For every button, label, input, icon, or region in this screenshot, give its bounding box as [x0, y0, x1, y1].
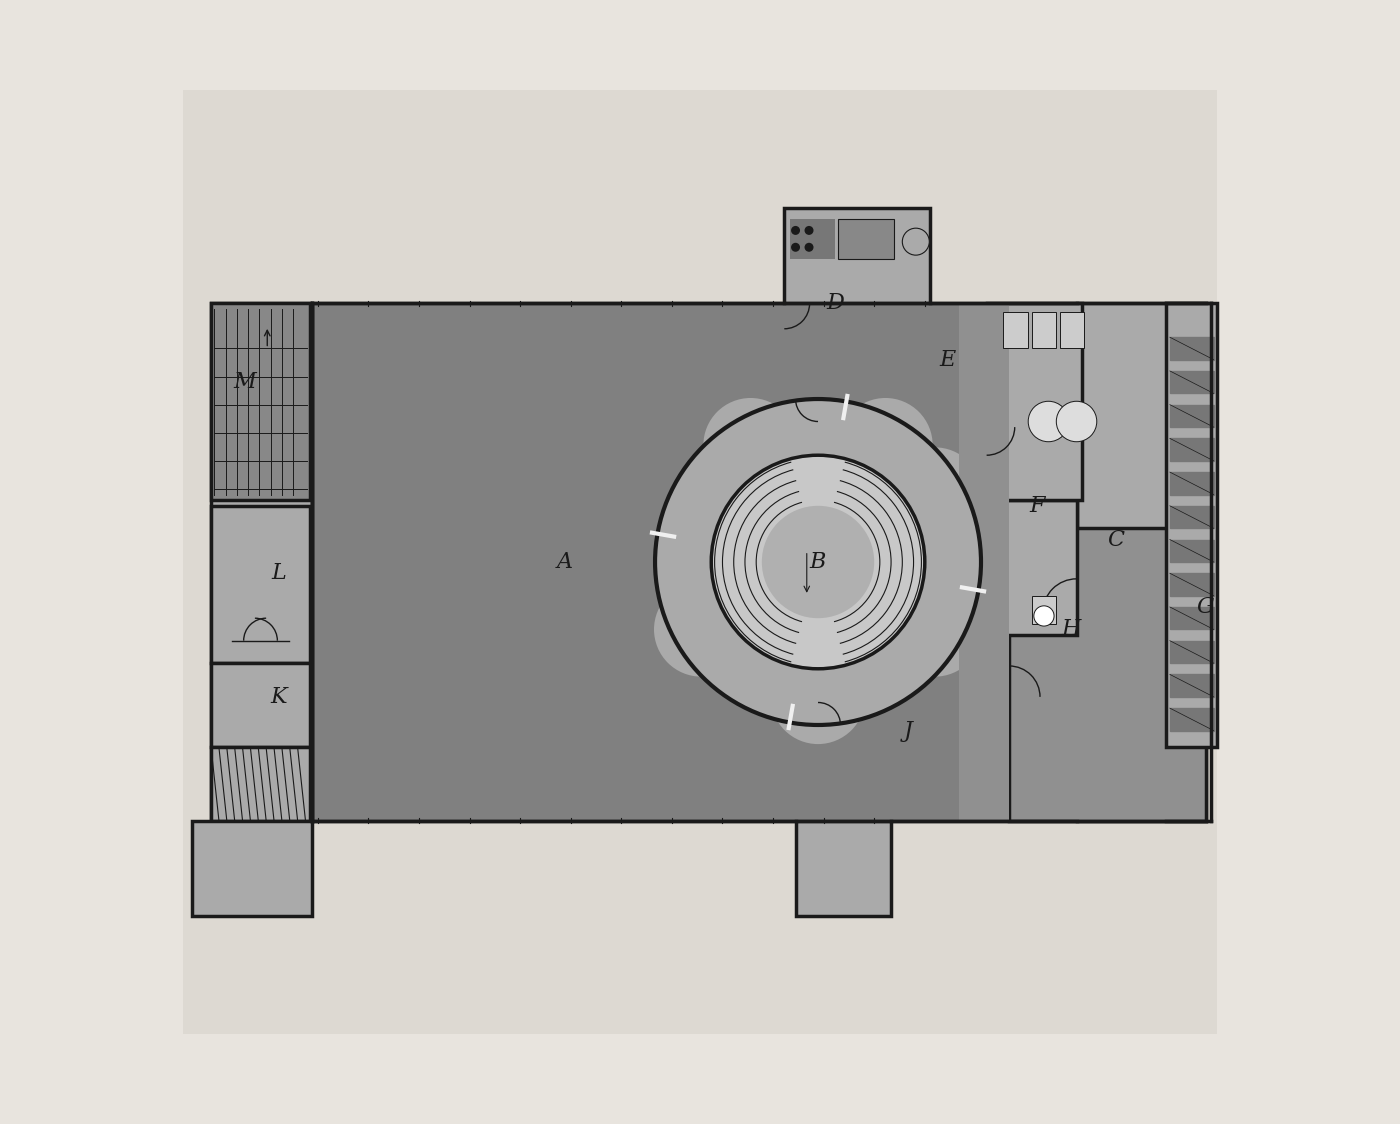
Bar — [211, 506, 309, 663]
Polygon shape — [1170, 573, 1214, 596]
Circle shape — [805, 243, 813, 252]
Bar — [211, 303, 309, 500]
Bar — [211, 303, 312, 821]
Bar — [784, 208, 931, 303]
Polygon shape — [1170, 506, 1214, 528]
Bar — [1060, 312, 1085, 348]
Bar — [1032, 596, 1057, 624]
Polygon shape — [1170, 607, 1214, 629]
Bar — [987, 500, 1077, 635]
Circle shape — [711, 455, 925, 669]
Circle shape — [1033, 606, 1054, 626]
Bar — [987, 303, 1082, 500]
Bar — [987, 500, 1077, 635]
Circle shape — [654, 582, 749, 677]
Bar — [1004, 312, 1028, 348]
Bar — [959, 303, 1009, 821]
Circle shape — [839, 398, 932, 492]
Bar — [987, 303, 1082, 500]
Bar — [211, 303, 309, 500]
Bar — [839, 219, 895, 259]
Bar — [312, 303, 1077, 821]
Text: J: J — [903, 719, 913, 742]
Text: B: B — [809, 551, 826, 573]
Circle shape — [771, 650, 865, 744]
Polygon shape — [1170, 641, 1214, 663]
Polygon shape — [1170, 540, 1214, 562]
Circle shape — [903, 228, 930, 255]
Circle shape — [888, 447, 981, 542]
Circle shape — [1028, 401, 1068, 442]
Circle shape — [703, 398, 798, 492]
Bar — [211, 663, 309, 747]
Circle shape — [888, 582, 981, 677]
Bar — [1032, 312, 1057, 348]
Text: M: M — [234, 371, 256, 393]
Bar — [1009, 528, 1205, 821]
Bar — [795, 821, 890, 916]
Circle shape — [1057, 401, 1096, 442]
Bar — [1032, 312, 1057, 348]
Polygon shape — [1170, 708, 1214, 731]
Bar — [192, 821, 312, 916]
Bar — [1060, 312, 1085, 348]
Bar — [790, 219, 834, 259]
Circle shape — [805, 226, 813, 235]
Bar — [183, 90, 1217, 1034]
Circle shape — [655, 399, 981, 725]
Bar — [784, 208, 931, 303]
Polygon shape — [1170, 438, 1214, 461]
Circle shape — [791, 226, 799, 235]
Bar — [211, 747, 309, 821]
Bar — [211, 747, 309, 821]
Bar — [1077, 303, 1205, 821]
Text: D: D — [826, 292, 844, 315]
Polygon shape — [1170, 405, 1214, 427]
Circle shape — [791, 243, 799, 252]
Bar — [1166, 303, 1217, 747]
Bar — [795, 821, 890, 916]
Text: L: L — [272, 562, 286, 584]
Text: H: H — [1061, 618, 1081, 641]
Polygon shape — [1170, 674, 1214, 697]
Bar — [839, 219, 895, 259]
Text: K: K — [270, 686, 287, 708]
Bar — [1009, 528, 1205, 821]
Text: G: G — [1197, 596, 1215, 618]
Text: C: C — [1107, 528, 1124, 551]
Bar — [211, 506, 309, 663]
Bar — [1077, 303, 1205, 821]
Text: A: A — [557, 551, 573, 573]
Circle shape — [762, 506, 874, 618]
Bar — [211, 303, 312, 821]
Bar — [1004, 312, 1028, 348]
Text: E: E — [939, 348, 955, 371]
Bar — [211, 663, 309, 747]
Bar — [1166, 303, 1217, 747]
Polygon shape — [1170, 472, 1214, 495]
Polygon shape — [1170, 371, 1214, 393]
Bar — [1032, 596, 1057, 624]
Text: F: F — [1029, 495, 1044, 517]
Bar — [312, 320, 959, 804]
Bar — [192, 821, 312, 916]
Polygon shape — [1170, 337, 1214, 360]
